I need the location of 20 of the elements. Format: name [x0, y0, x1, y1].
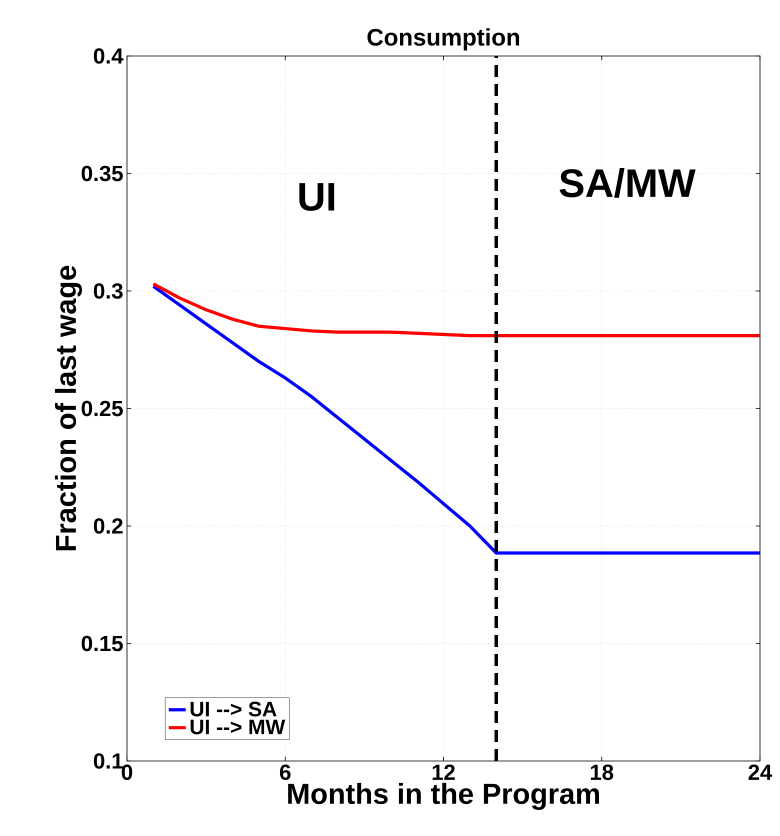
x-tick-label: 12: [432, 764, 455, 780]
y-tick-label: 0.4: [94, 48, 124, 64]
legend-label: UI --> MW: [190, 720, 286, 734]
x-axis-title: Months in the Program: [288, 782, 599, 810]
annotation: UI: [299, 183, 334, 211]
chart-title: Consumption: [367, 28, 520, 50]
x-tick-label: 6: [280, 764, 291, 780]
y-tick-label: 0.2: [94, 518, 123, 534]
y-tick-label: 0.3: [94, 283, 123, 299]
x-tick-label: 24: [748, 764, 772, 780]
y-tick-label: 0.25: [82, 400, 123, 416]
y-tick-label: 0.35: [82, 166, 123, 182]
x-tick-label: 18: [590, 764, 614, 780]
legend-label: UI --> SA: [190, 702, 277, 716]
y-tick-label: 0.15: [82, 636, 123, 652]
y-tick-label: 0.1: [94, 753, 123, 769]
line-series: [152, 284, 760, 555]
x-tick-label: 0: [122, 764, 132, 780]
y-axis-title: Fraction of last wage: [54, 266, 82, 550]
annotation: SA/MW: [560, 168, 696, 198]
